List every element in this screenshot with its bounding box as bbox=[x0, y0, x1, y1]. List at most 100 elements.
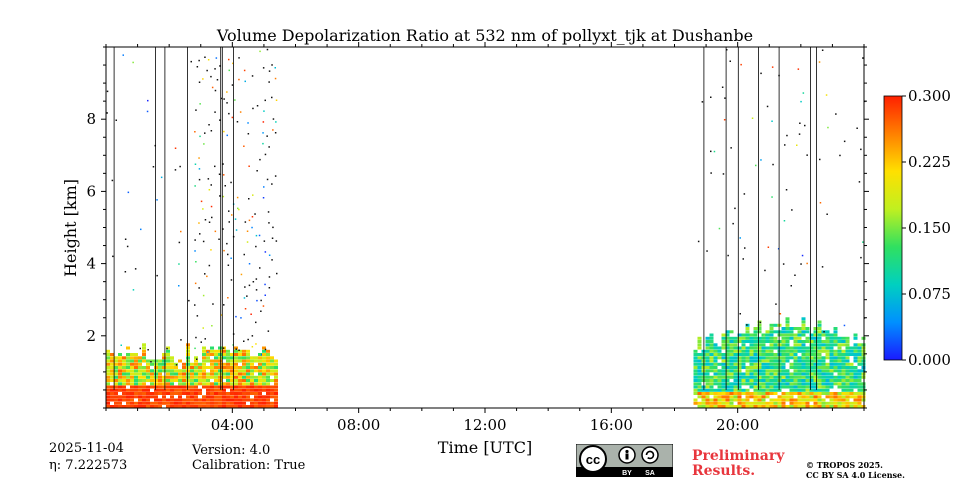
heatmap-cell bbox=[142, 392, 146, 395]
heatmap-cell bbox=[274, 398, 278, 402]
heatmap-cell bbox=[809, 375, 814, 379]
heatmap-cell bbox=[142, 398, 146, 402]
heatmap-cell bbox=[717, 372, 722, 376]
heatmap-cell bbox=[797, 343, 802, 347]
heatmap-cell bbox=[250, 382, 254, 386]
noise-dot bbox=[255, 289, 258, 291]
noise-dot bbox=[786, 134, 788, 137]
heatmap-cell bbox=[226, 375, 230, 379]
heatmap-cell bbox=[825, 379, 830, 382]
noise-dot bbox=[211, 86, 214, 89]
heatmap-cell bbox=[777, 362, 782, 366]
heatmap-cell bbox=[166, 382, 170, 386]
heatmap-cell bbox=[853, 375, 858, 379]
heatmap-cell bbox=[198, 405, 202, 408]
heatmap-cell bbox=[110, 392, 114, 395]
heatmap-cell bbox=[857, 343, 862, 347]
heatmap-cell bbox=[242, 366, 246, 369]
heatmap-cell bbox=[825, 330, 830, 334]
heatmap-cell bbox=[805, 330, 810, 334]
heatmap-cell bbox=[717, 401, 722, 405]
noise-dot bbox=[252, 356, 255, 359]
heatmap-cell bbox=[753, 375, 758, 379]
heatmap-cell bbox=[833, 375, 838, 379]
noise-dot bbox=[730, 147, 732, 149]
heatmap-cell bbox=[146, 379, 150, 382]
noise-dot bbox=[202, 327, 204, 329]
heatmap-cell bbox=[813, 401, 818, 405]
heatmap-cell bbox=[186, 366, 190, 369]
heatmap-cell bbox=[725, 356, 730, 360]
heatmap-cell bbox=[829, 346, 834, 350]
noise-dot bbox=[819, 202, 822, 204]
heatmap-cell bbox=[777, 388, 782, 392]
noise-dot bbox=[211, 216, 213, 219]
heatmap-cell bbox=[749, 379, 754, 382]
heatmap-cell bbox=[238, 382, 242, 386]
heatmap-cell bbox=[166, 375, 170, 379]
heatmap-cell bbox=[761, 349, 766, 353]
heatmap-cell bbox=[825, 343, 830, 347]
heatmap-cell bbox=[725, 362, 730, 366]
heatmap-cell bbox=[198, 382, 202, 386]
noise-dot bbox=[199, 103, 201, 105]
heatmap-cell bbox=[170, 372, 174, 376]
noise-dot bbox=[268, 222, 270, 224]
heatmap-cell bbox=[186, 395, 190, 399]
heatmap-cell bbox=[701, 388, 706, 392]
heatmap-cell bbox=[813, 356, 818, 360]
heatmap-cell bbox=[697, 395, 702, 399]
heatmap-cell bbox=[262, 359, 266, 363]
heatmap-cell bbox=[757, 366, 762, 369]
heatmap-cell bbox=[845, 385, 850, 389]
heatmap-cell bbox=[238, 398, 242, 402]
heatmap-cell bbox=[138, 366, 142, 369]
heatmap-cell bbox=[797, 401, 802, 405]
heatmap-cell bbox=[110, 366, 114, 369]
heatmap-cell bbox=[218, 382, 222, 386]
heatmap-cell bbox=[270, 379, 274, 382]
heatmap-cell bbox=[697, 340, 702, 343]
heatmap-cell bbox=[693, 372, 698, 376]
heatmap-cell bbox=[721, 362, 726, 366]
heatmap-cell bbox=[721, 356, 726, 360]
heatmap-cell bbox=[793, 375, 798, 379]
heatmap-cell bbox=[789, 375, 794, 379]
heatmap-cell bbox=[190, 375, 194, 379]
heatmap-cell bbox=[805, 392, 810, 395]
heatmap-cell bbox=[266, 392, 270, 395]
heatmap-cell bbox=[218, 385, 222, 389]
heatmap-cell bbox=[785, 330, 790, 334]
heatmap-cell bbox=[777, 382, 782, 386]
heatmap-cell bbox=[749, 336, 754, 340]
heatmap-cell bbox=[817, 388, 822, 392]
heatmap-cell bbox=[829, 336, 834, 340]
noise-dot bbox=[862, 241, 864, 243]
noise-dot bbox=[198, 178, 201, 181]
noise-dot bbox=[147, 99, 149, 102]
heatmap-cell bbox=[178, 395, 182, 399]
noise-dot bbox=[198, 287, 200, 289]
heatmap-cell bbox=[170, 382, 174, 386]
noise-dot bbox=[178, 263, 180, 265]
heatmap-cell bbox=[817, 395, 822, 399]
heatmap-cell bbox=[853, 405, 858, 408]
cc-icon bbox=[579, 445, 607, 473]
noise-dot bbox=[175, 364, 178, 366]
heatmap-cell bbox=[741, 401, 746, 405]
heatmap-cell bbox=[809, 385, 814, 389]
heatmap-cell bbox=[214, 372, 218, 376]
noise-dot bbox=[724, 97, 726, 99]
heatmap-cell bbox=[274, 395, 278, 399]
heatmap-cell bbox=[198, 398, 202, 402]
noise-dot bbox=[237, 207, 239, 210]
heatmap-cell bbox=[841, 366, 846, 369]
preliminary-line-1: Preliminary bbox=[692, 448, 785, 464]
noise-dot bbox=[208, 221, 211, 223]
heatmap-cell bbox=[745, 382, 750, 386]
noise-dot bbox=[156, 199, 158, 201]
heatmap-cell bbox=[150, 382, 154, 386]
heatmap-cell bbox=[126, 382, 130, 386]
heatmap-cell bbox=[857, 388, 862, 392]
heatmap-cell bbox=[741, 366, 746, 369]
